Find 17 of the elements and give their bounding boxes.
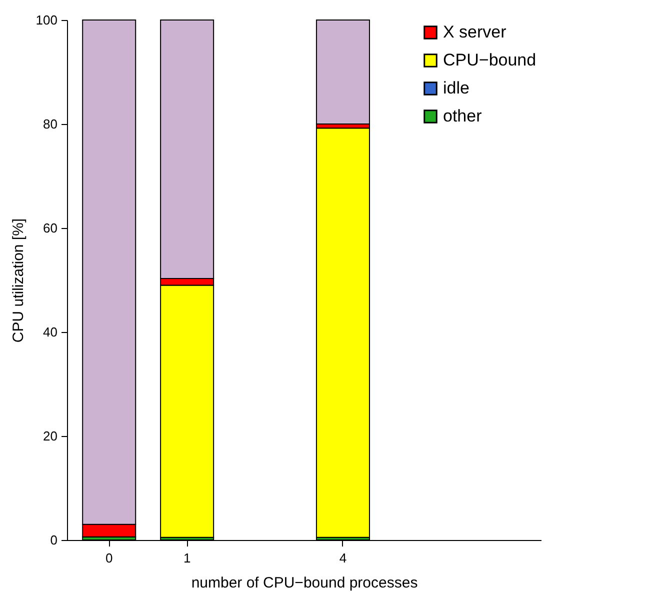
legend-label: X server: [443, 22, 507, 42]
legend-label: other: [443, 106, 482, 126]
y-tick-label: 60: [43, 220, 58, 236]
y-tick-label: 40: [43, 324, 58, 340]
x-tick-label: 0: [105, 550, 113, 566]
x-axis-title: number of CPU−bound processes: [191, 574, 418, 592]
y-axis-title: CPU utilization [%]: [10, 218, 27, 343]
legend-label: CPU−bound: [443, 50, 536, 70]
y-tick-label: 100: [36, 12, 58, 28]
y-tick-label: 0: [50, 532, 58, 548]
x-tick-label: 4: [339, 550, 347, 566]
bar: [316, 20, 370, 124]
x-tick-label: 1: [183, 550, 191, 566]
legend-label: idle: [443, 78, 470, 98]
bar: [316, 128, 370, 538]
y-tick-label: 20: [43, 428, 58, 444]
y-tick-label: 80: [43, 116, 58, 132]
